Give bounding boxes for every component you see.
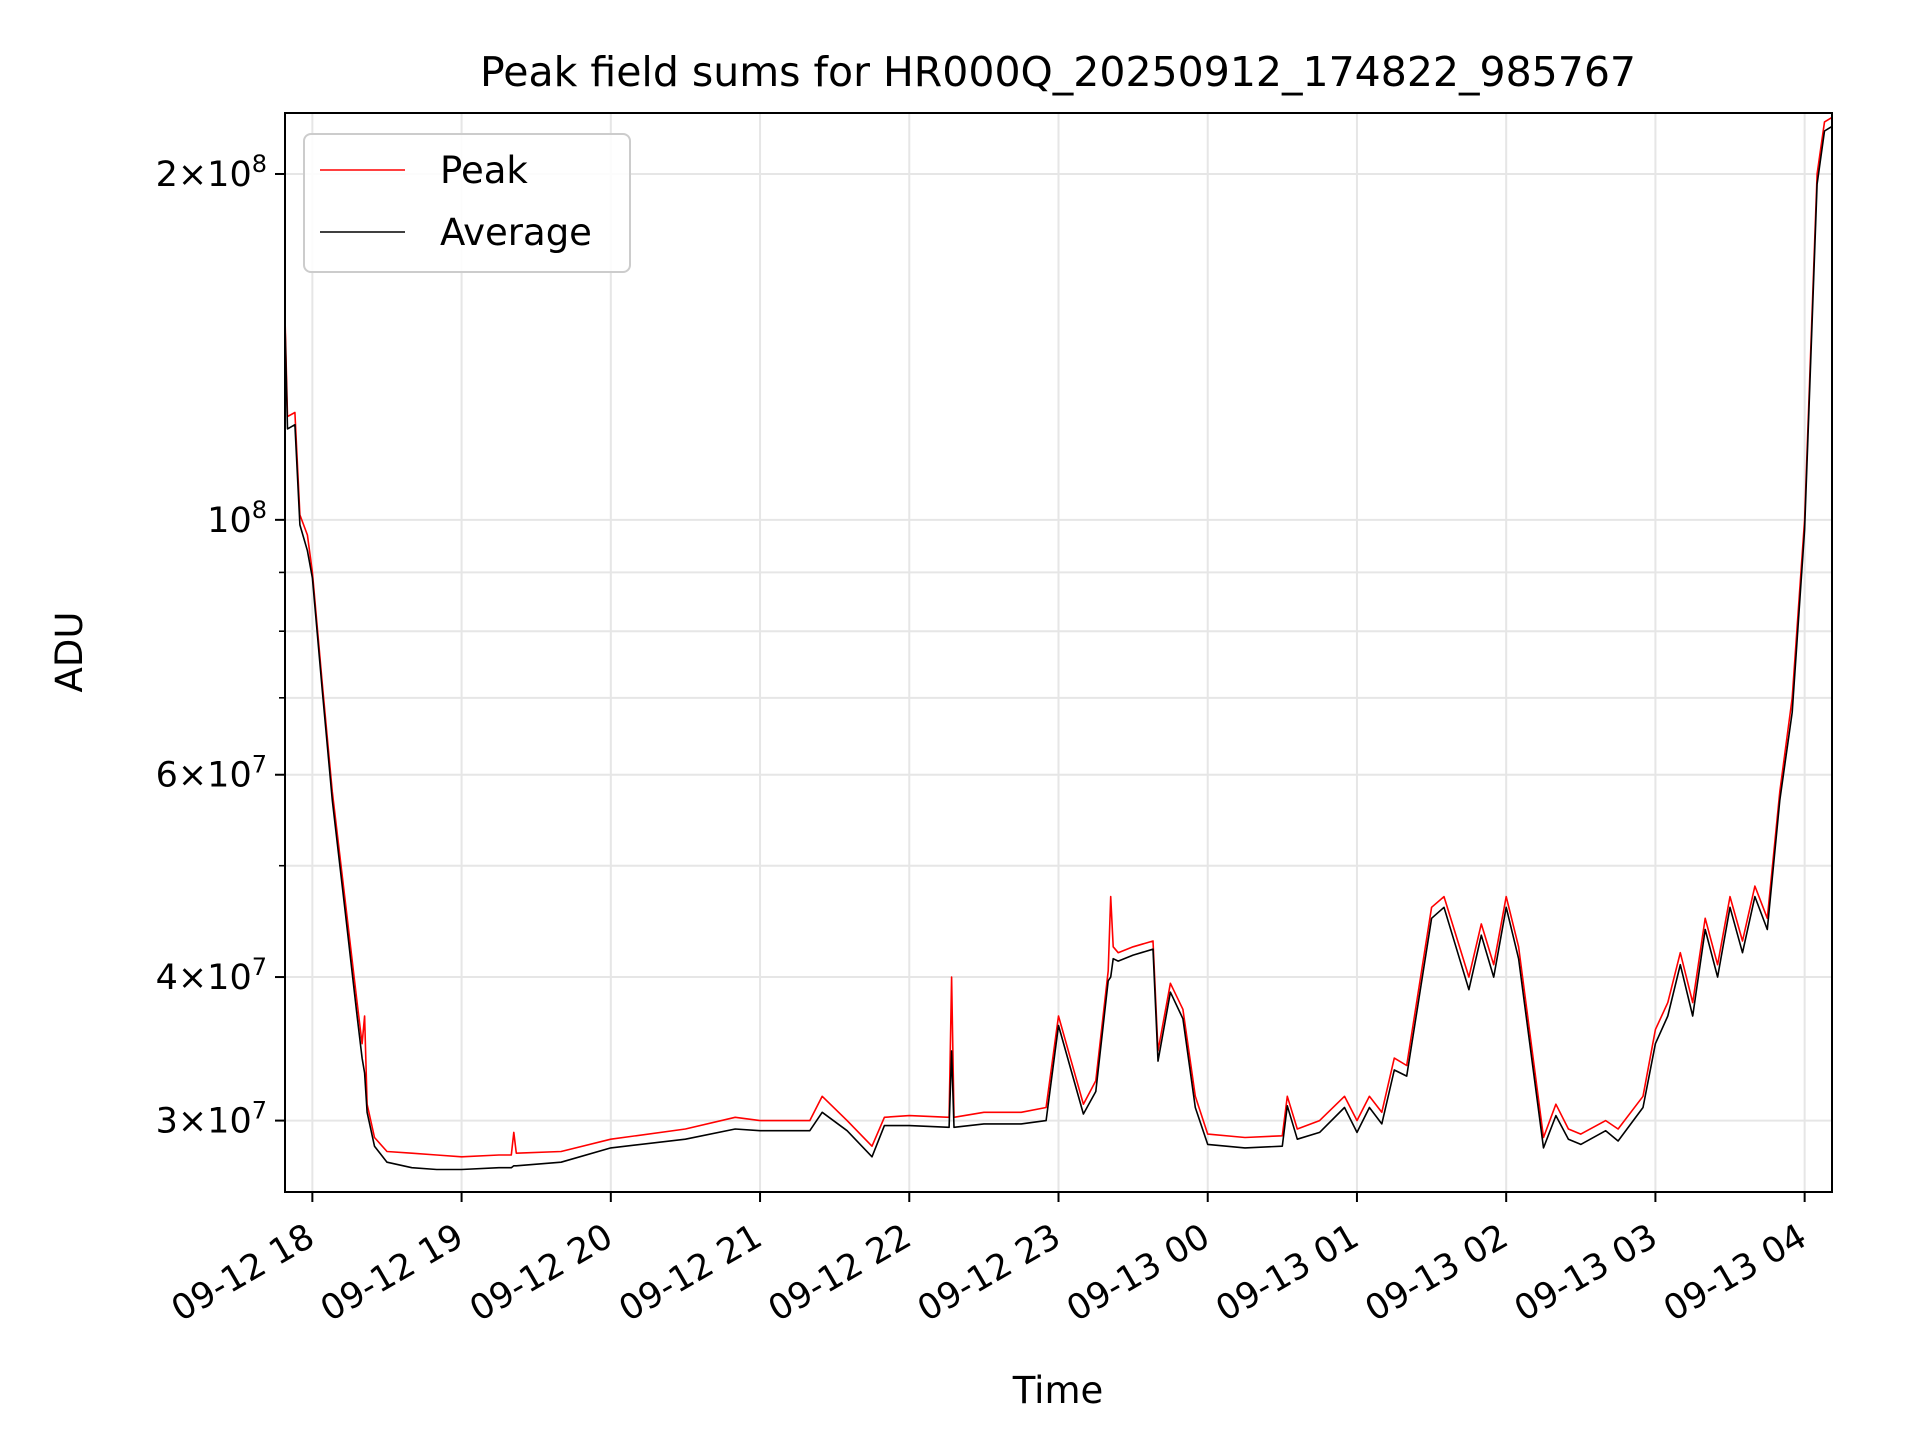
legend-label-average: Average — [440, 211, 592, 254]
grid — [285, 113, 1832, 1192]
legend-label-peak: Peak — [440, 149, 528, 192]
chart-title: Peak field sums for HR000Q_20250912_1748… — [480, 48, 1636, 96]
y-tick-label: 4×107 — [156, 953, 267, 998]
series-line-average — [284, 125, 1833, 1171]
legend-box — [303, 133, 631, 273]
x-axis-label: Time — [1012, 1369, 1104, 1412]
series-layer — [284, 116, 1833, 1171]
y-axis: 3×107 4×107 6×107 108 2×108 — [156, 150, 285, 1142]
y-tick-label: 3×107 — [156, 1097, 267, 1142]
legend: Peak Average — [303, 133, 631, 273]
series-line-peak — [284, 116, 1833, 1158]
y-axis-label: ADU — [48, 612, 91, 693]
y-tick-label: 108 — [207, 496, 267, 541]
y-tick-label: 6×107 — [156, 751, 267, 796]
y-tick-label: 2×108 — [156, 150, 267, 195]
